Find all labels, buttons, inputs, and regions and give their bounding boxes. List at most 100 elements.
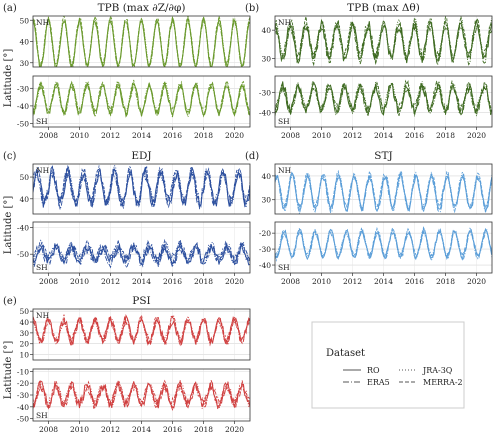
series-era5-b-sh (275, 82, 492, 118)
series-era5-a-nh (33, 18, 250, 67)
xtick-label-d: 2016 (405, 277, 424, 286)
xtick-label-c: 2020 (225, 277, 244, 286)
ytick-label-e-nh: 10 (19, 351, 29, 360)
ylabel-row1: Latitude [°] (3, 49, 14, 108)
series-merra2-d-sh (275, 226, 492, 260)
ytick-label-a-sh: -50 (17, 119, 29, 128)
ytick-label-b-nh: 40 (261, 26, 271, 35)
hemisphere-label-d-sh: SH (278, 263, 290, 272)
panel-a: (a) TPB (max ∂Z/∂φ) 30 40 50 NH -50 -40 -30 SH 200… (3, 2, 251, 140)
xtick-label-d: 2010 (312, 277, 331, 286)
xtick-label-d: 2018 (436, 277, 455, 286)
ytick-label-d-sh: -30 (259, 245, 271, 254)
xtick-label-d: 2008 (281, 277, 300, 286)
xtick-label-c: 2014 (132, 277, 151, 286)
xtick-label-b: 2020 (467, 131, 486, 140)
xtick-label-b: 2012 (343, 131, 362, 140)
series-merra2-a-nh (33, 16, 250, 67)
ytick-label-d-sh: -20 (259, 229, 271, 238)
axes-frame-c-nh (32, 163, 251, 215)
series-era5-b-nh (275, 20, 492, 67)
xtick-label-a: 2018 (194, 131, 213, 140)
ytick-label-a-nh: 40 (19, 38, 29, 47)
ytick-label-a-sh: -40 (17, 102, 29, 111)
ytick-label-e-nh: 30 (19, 329, 29, 338)
legend-label-merra2: MERRA-2 (423, 378, 463, 387)
series-jra3q-e-nh (33, 314, 250, 346)
ytick-label-a-sh: -30 (17, 84, 29, 93)
xtick-label-e: 2008 (39, 425, 58, 434)
series-merra2-b-nh (275, 16, 492, 62)
legend-label-era5: ERA5 (367, 378, 390, 387)
xtick-label-a: 2010 (70, 131, 89, 140)
panel-tag-e: (e) (3, 296, 17, 307)
panel-c: (c) EDJ 40 50 NH -50 -40 SH 2008 2010 2012 2014 2016… (3, 150, 251, 286)
xtick-label-c: 2018 (194, 277, 213, 286)
ylabel-row3: Latitude [°] (3, 341, 14, 400)
panel-tag-d: (d) (245, 151, 259, 162)
hemisphere-label-c-nh: NH (36, 166, 50, 175)
xtick-label-b: 2008 (281, 131, 300, 140)
series-era5-c-nh (33, 167, 250, 210)
legend-label-ro: RO (367, 366, 380, 375)
xtick-label-e: 2016 (163, 425, 182, 434)
ytick-label-e-nh: 50 (19, 307, 29, 316)
xtick-label-e: 2020 (225, 425, 244, 434)
series-merra2-e-sh (33, 379, 250, 409)
series-merra2-c-nh (33, 164, 250, 208)
ytick-label-b-sh: -40 (259, 109, 271, 118)
ylabel-row2: Latitude [°] (3, 196, 14, 255)
ytick-label-b-nh: 30 (261, 55, 271, 64)
xtick-label-c: 2012 (101, 277, 120, 286)
hemisphere-label-a-sh: SH (36, 117, 48, 126)
series-merra2-d-nh (275, 169, 492, 212)
panel-title-b: TPB (max Δθ) (347, 2, 420, 14)
panel-b: (b) TPB (max Δθ) 30 40 NH -40 -30 SH 2008 2010 201… (245, 2, 493, 140)
xtick-label-b: 2010 (312, 131, 331, 140)
xtick-label-b: 2014 (374, 131, 393, 140)
hemisphere-label-e-nh: NH (36, 311, 50, 320)
ytick-label-e-sh: -50 (17, 415, 29, 424)
ytick-label-d-sh: -40 (259, 261, 271, 270)
xtick-label-c: 2016 (163, 277, 182, 286)
ytick-label-e-nh: 20 (19, 340, 29, 349)
xtick-label-b: 2016 (405, 131, 424, 140)
xtick-label-c: 2008 (39, 277, 58, 286)
panel-tag-a: (a) (3, 3, 17, 14)
panel-title-d: STJ (374, 150, 392, 162)
xtick-label-d: 2020 (467, 277, 486, 286)
xtick-label-e: 2010 (70, 425, 89, 434)
hemisphere-label-a-nh: NH (36, 18, 50, 27)
panel-d: (d) STJ 30 40 NH -40 -30 -20 SH 2008 2010 2012 2014 2… (245, 150, 493, 286)
hemisphere-label-c-sh: SH (36, 263, 48, 272)
series-merra2-b-sh (275, 79, 492, 115)
legend: Dataset RO JRA-3Q ERA5 MERRA-2 (311, 321, 465, 409)
xtick-label-d: 2014 (374, 277, 393, 286)
panel-title-e: PSI (132, 295, 150, 307)
ytick-label-a-nh: 30 (19, 59, 29, 68)
xtick-label-a: 2008 (39, 131, 58, 140)
ytick-label-d-nh: 40 (261, 172, 271, 181)
axes-frame-b-nh (274, 15, 493, 68)
series-merra2-c-sh (33, 238, 250, 264)
ytick-label-d-nh: 30 (261, 196, 271, 205)
ytick-label-c-sh: -50 (17, 250, 29, 259)
axes-frame-e-nh (32, 308, 251, 361)
ytick-label-b-sh: -30 (259, 88, 271, 97)
axes-frame-a-nh (32, 15, 251, 68)
panel-tag-c: (c) (3, 151, 17, 162)
ytick-label-c-nh: 40 (19, 195, 29, 204)
ytick-label-e-sh: -20 (17, 379, 29, 388)
series-era5-c-sh (33, 242, 250, 269)
xtick-label-e: 2018 (194, 425, 213, 434)
xtick-label-d: 2012 (343, 277, 362, 286)
series-ro-b-nh (275, 18, 492, 64)
xtick-label-a: 2014 (132, 131, 151, 140)
xtick-label-a: 2020 (225, 131, 244, 140)
xtick-label-b: 2018 (436, 131, 455, 140)
series-jra3q-b-nh (275, 17, 492, 62)
axes-frame-d-nh (274, 163, 493, 215)
hemisphere-label-b-sh: SH (278, 117, 290, 126)
xtick-label-e: 2014 (132, 425, 151, 434)
